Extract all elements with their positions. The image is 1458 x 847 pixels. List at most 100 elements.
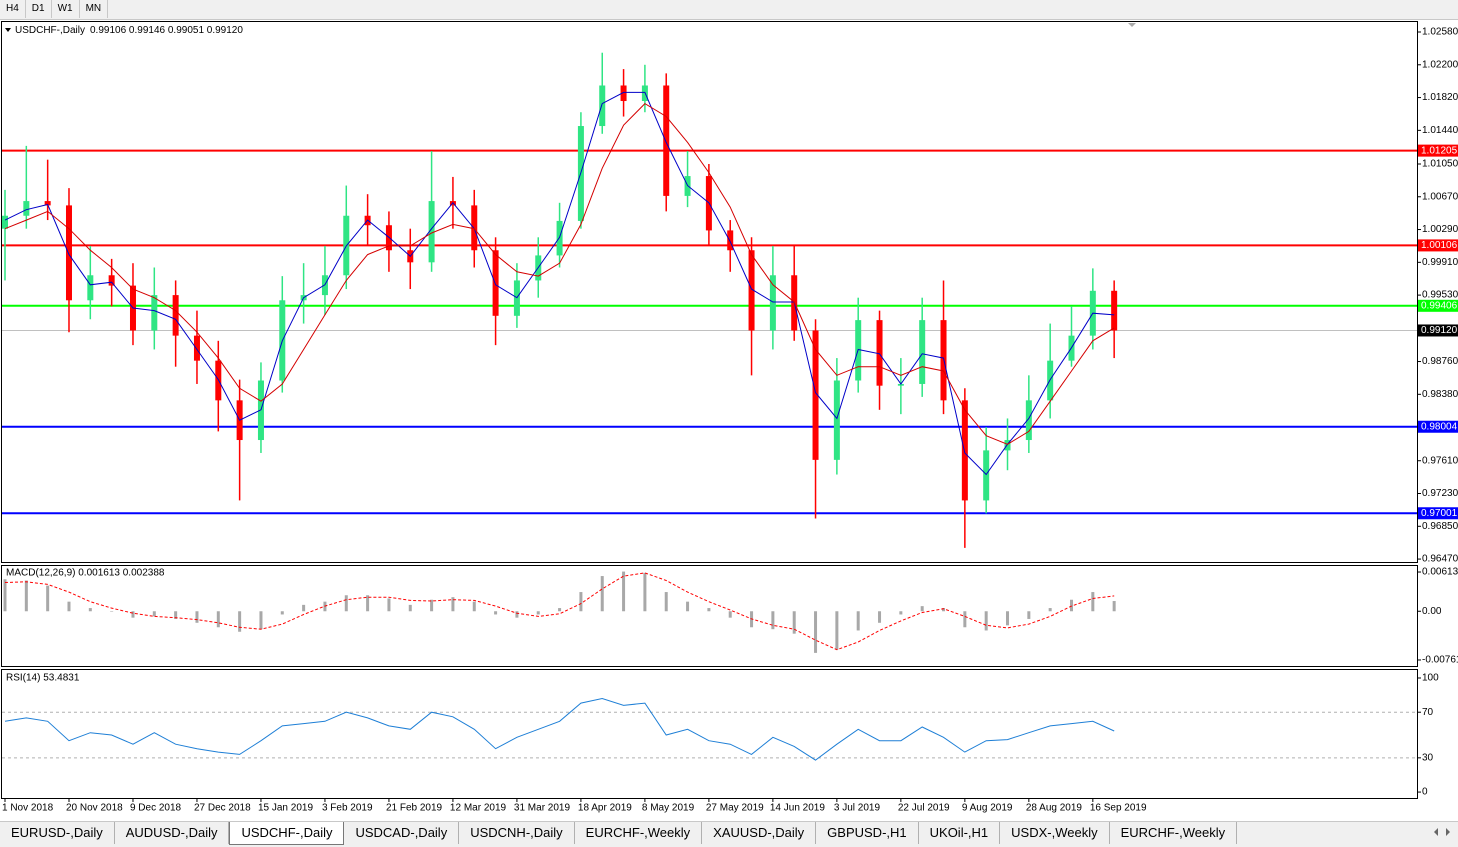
macd-bar <box>856 611 860 631</box>
symbol: USDCHF-,Daily <box>15 25 85 36</box>
x-tick-label: 28 Aug 2019 <box>1026 803 1083 814</box>
level-label: 0.98004 <box>1421 421 1458 432</box>
candle-body <box>172 295 179 336</box>
macd-bar <box>771 611 775 630</box>
timeframe-button[interactable]: D1 <box>26 0 52 18</box>
level-label-box <box>1418 144 1458 157</box>
tab-scroll[interactable] <box>1428 824 1456 840</box>
signal-line <box>4 572 1115 651</box>
macd-bar <box>195 611 199 623</box>
y-tick-label: 0.98760 <box>1422 356 1458 367</box>
candle-body <box>897 383 904 386</box>
chart-tab[interactable]: GBPUSD-,H1 <box>816 822 919 844</box>
macd-bar <box>472 601 476 612</box>
macd-bar <box>280 611 284 615</box>
candle-body <box>108 275 115 286</box>
macd-bar <box>728 611 732 618</box>
moving-average <box>4 102 1115 445</box>
x-tick-label: 16 Sep 2019 <box>1090 803 1147 814</box>
chart-tab[interactable]: AUDUSD-,Daily <box>115 822 230 844</box>
macd-bar <box>984 611 988 631</box>
macd-bar <box>131 611 135 618</box>
macd-bar <box>1048 608 1052 612</box>
chart-tab[interactable]: USDCNH-,Daily <box>459 822 575 844</box>
macd-bar <box>899 611 903 615</box>
candle-body <box>919 320 926 384</box>
macd-bar <box>366 595 370 612</box>
level-label: 0.99406 <box>1421 300 1458 311</box>
candle-body <box>23 201 30 216</box>
candle-body <box>65 205 72 301</box>
macd-bar <box>942 608 946 612</box>
macd-bar <box>24 580 28 612</box>
scroll-left[interactable] <box>1434 828 1438 836</box>
candle-body <box>599 85 606 127</box>
collapse-icon[interactable] <box>5 28 11 32</box>
level-label-box <box>1418 239 1458 252</box>
y-tick-label: 1.00290 <box>1422 224 1458 235</box>
x-tick-label: 18 Apr 2019 <box>578 803 632 814</box>
y-tick-label: 0.00613 <box>1422 567 1458 578</box>
y-tick-label: 30 <box>1422 752 1434 763</box>
chart-tab[interactable]: UKOil-,H1 <box>919 822 1001 844</box>
level-label-box <box>1418 507 1458 520</box>
macd-bar <box>494 611 498 615</box>
chart-tab[interactable]: USDCHF-,Daily <box>229 822 345 845</box>
y-tick-label: 0.97230 <box>1422 488 1458 499</box>
y-tick-label: 70 <box>1422 707 1434 718</box>
y-tick-label: -0.00761 <box>1422 655 1458 666</box>
macd-title: MACD(12,26,9) 0.001613 0.002388 <box>6 568 165 579</box>
macd-bar <box>3 579 7 612</box>
y-tick-label: 0.00 <box>1422 606 1442 617</box>
chart-tab[interactable]: USDCAD-,Daily <box>344 822 460 844</box>
chart-tab[interactable]: EURCHF-,Weekly <box>1110 822 1238 844</box>
last-price-label: 0.99120 <box>1421 325 1458 336</box>
chart-tab[interactable]: EURCHF-,Weekly <box>575 822 703 844</box>
toolbar: H4 D1 W1 MN <box>0 0 1458 20</box>
x-tick-label: 31 Mar 2019 <box>514 803 571 814</box>
candle-body <box>1004 440 1011 451</box>
x-tick-label: 3 Feb 2019 <box>322 803 373 814</box>
candle-body <box>769 275 776 331</box>
x-tick-label: 1 Nov 2018 <box>2 803 54 814</box>
scroll-right[interactable] <box>1446 828 1450 836</box>
rsi-title: RSI(14) 53.4831 <box>6 673 80 684</box>
y-tick-label: 0.96850 <box>1422 521 1458 532</box>
chart-tab[interactable]: EURUSD-,Daily <box>0 822 115 844</box>
chart-tab[interactable]: XAUUSD-,Daily <box>702 822 817 844</box>
y-tick-label: 1.02580 <box>1422 27 1458 38</box>
last-price-box <box>1418 324 1458 337</box>
y-tick-label: 1.01820 <box>1422 92 1458 103</box>
x-tick-label: 27 May 2019 <box>706 803 764 814</box>
timeframe-button[interactable]: W1 <box>52 0 80 18</box>
x-tick-label: 9 Aug 2019 <box>962 803 1013 814</box>
x-tick-label: 8 May 2019 <box>642 803 695 814</box>
main-frame <box>1 21 1418 563</box>
macd-bar <box>920 606 924 612</box>
x-tick-label: 20 Nov 2018 <box>66 803 123 814</box>
x-tick-label: 3 Jul 2019 <box>834 803 881 814</box>
x-tick-label: 14 Jun 2019 <box>770 803 825 814</box>
chart-title: USDCHF-,Daily 0.99106 0.99146 0.99051 0.9… <box>15 25 243 36</box>
ohlc: 0.99106 0.99146 0.99051 0.99120 <box>90 25 243 36</box>
timeframe-button[interactable]: H4 <box>0 0 26 18</box>
macd-bar <box>558 608 562 612</box>
candle-body <box>151 295 158 331</box>
macd-bar <box>88 608 92 612</box>
timeframe-button[interactable]: MN <box>80 0 109 18</box>
candle-body <box>87 275 94 301</box>
macd-bar <box>1027 611 1031 619</box>
candle-body <box>812 330 819 460</box>
y-tick-label: 0 <box>1422 787 1428 798</box>
macd-bar <box>878 611 882 623</box>
macd-bar <box>430 599 434 612</box>
candle-body <box>1025 400 1032 441</box>
candle-body <box>2 215 8 229</box>
macd-bar <box>579 592 583 612</box>
y-tick-label: 1.01050 <box>1422 159 1458 170</box>
chart-tab[interactable]: USDX-,Weekly <box>1000 822 1110 844</box>
y-tick-label: 0.98380 <box>1422 389 1458 400</box>
macd-bar <box>664 592 668 612</box>
candle-body <box>471 205 478 251</box>
